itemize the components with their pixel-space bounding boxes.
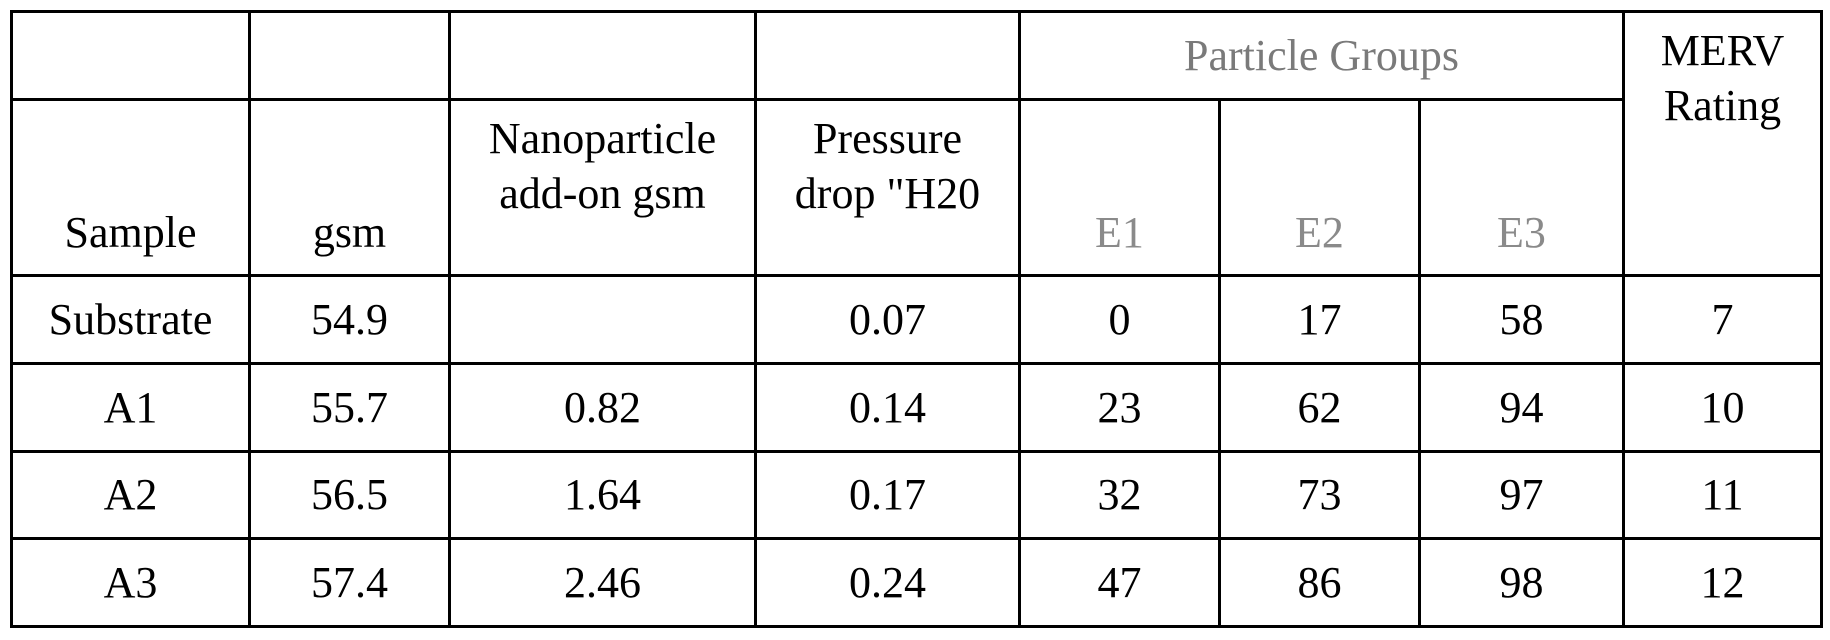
- header-blank-cell: [248, 10, 451, 101]
- cell-gsm: 57.4: [248, 537, 451, 628]
- cell-nano: [448, 274, 757, 365]
- header-sample: Sample: [10, 98, 251, 277]
- cell-sample: A1: [10, 361, 251, 453]
- header-nano-line2: add-on gsm: [499, 169, 706, 218]
- cell-merv: 7: [1622, 274, 1823, 365]
- cell-e1: 32: [1018, 449, 1221, 541]
- cell-e2: 17: [1218, 274, 1421, 365]
- header-row-2: Sample gsm Nanoparticle add-on gsm Press…: [10, 98, 1822, 277]
- cell-e3: 58: [1418, 274, 1625, 365]
- cell-nano: 1.64: [448, 449, 757, 541]
- header-e3: E3: [1418, 98, 1625, 277]
- cell-nano: 2.46: [448, 537, 757, 628]
- header-e1: E1: [1018, 98, 1221, 277]
- table-row: A1 55.7 0.82 0.14 23 62 94 10: [10, 361, 1823, 453]
- cell-pressure: 0.17: [754, 449, 1021, 541]
- cell-nano: 0.82: [448, 361, 757, 453]
- data-table: Particle Groups MERV Rating Sample gsm N…: [10, 10, 1823, 628]
- cell-e1: 47: [1018, 537, 1221, 628]
- cell-e3: 97: [1418, 449, 1625, 541]
- table-row: A3 57.4 2.46 0.24 47 86 98 12: [10, 537, 1823, 628]
- header-e2: E2: [1218, 98, 1421, 277]
- cell-e3: 94: [1418, 361, 1625, 453]
- header-merv-rating: MERV Rating: [1622, 10, 1823, 277]
- cell-e2: 73: [1218, 449, 1421, 541]
- cell-pressure: 0.14: [754, 361, 1021, 453]
- header-merv-line1: MERV: [1660, 26, 1785, 75]
- header-row-1: Particle Groups MERV Rating: [10, 10, 1823, 277]
- cell-e1: 23: [1018, 361, 1221, 453]
- cell-sample: A3: [10, 537, 251, 628]
- header-merv-line2: Rating: [1663, 81, 1782, 130]
- cell-gsm: 55.7: [248, 361, 451, 453]
- cell-e1: 0: [1018, 274, 1221, 365]
- cell-pressure: 0.07: [754, 274, 1021, 365]
- cell-sample: A2: [10, 449, 251, 541]
- header-nanoparticle-add-on-gsm: Nanoparticle add-on gsm: [448, 98, 757, 277]
- cell-sample: Substrate: [10, 274, 251, 365]
- cell-merv: 10: [1622, 361, 1823, 453]
- header-gsm: gsm: [248, 98, 451, 277]
- header-blank-cell: [754, 10, 1021, 101]
- header-pressure-line1: Pressure: [812, 114, 963, 163]
- header-particle-groups: Particle Groups: [1018, 10, 1625, 101]
- cell-e3: 98: [1418, 537, 1625, 628]
- header-blank-cell: [448, 10, 757, 101]
- header-blank-cell: [10, 10, 251, 101]
- cell-merv: 11: [1622, 449, 1823, 541]
- table-row: A2 56.5 1.64 0.17 32 73 97 11: [10, 449, 1823, 541]
- cell-gsm: 56.5: [248, 449, 451, 541]
- cell-pressure: 0.24: [754, 537, 1021, 628]
- cell-e2: 86: [1218, 537, 1421, 628]
- cell-gsm: 54.9: [248, 274, 451, 365]
- table-row: Substrate 54.9 0.07 0 17 58 7: [10, 274, 1823, 365]
- cell-e2: 62: [1218, 361, 1421, 453]
- header-pressure-drop: Pressure drop "H20: [754, 98, 1021, 277]
- header-nano-line1: Nanoparticle: [488, 114, 717, 163]
- cell-merv: 12: [1622, 537, 1823, 628]
- header-pressure-line2: drop "H20: [794, 169, 981, 218]
